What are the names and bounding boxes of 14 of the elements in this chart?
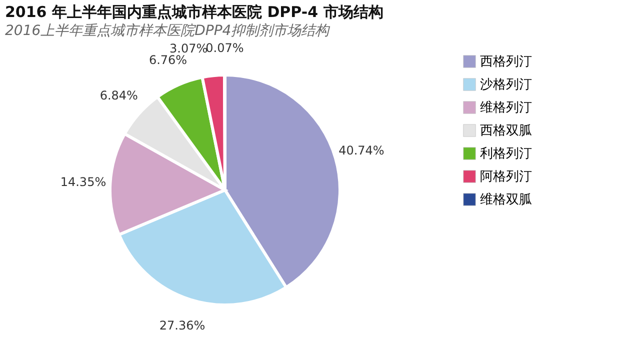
chart-title: 2016 年上半年国内重点城市样本医院 DPP-4 市场结构 bbox=[5, 3, 384, 21]
legend-label: 利格列汀 bbox=[480, 146, 532, 162]
chart-subtitle: 2016上半年重点城市样本医院DPP4抑制剂市场结构 bbox=[5, 23, 332, 39]
legend-label: 西格双胍 bbox=[480, 124, 532, 138]
legend-label: 阿格列汀 bbox=[480, 170, 532, 184]
legend-label: 维格双胍 bbox=[480, 192, 532, 208]
data-label: 6.84% bbox=[100, 88, 138, 103]
data-label: 14.35% bbox=[60, 175, 106, 190]
data-label: 40.74% bbox=[338, 144, 384, 158]
data-label: 0.07% bbox=[206, 41, 244, 55]
legend-label: 沙格列汀 bbox=[480, 78, 532, 92]
legend-label: 西格列汀 bbox=[480, 54, 532, 70]
legend-label: 维格列汀 bbox=[480, 100, 532, 116]
data-label: 27.36% bbox=[159, 318, 206, 332]
